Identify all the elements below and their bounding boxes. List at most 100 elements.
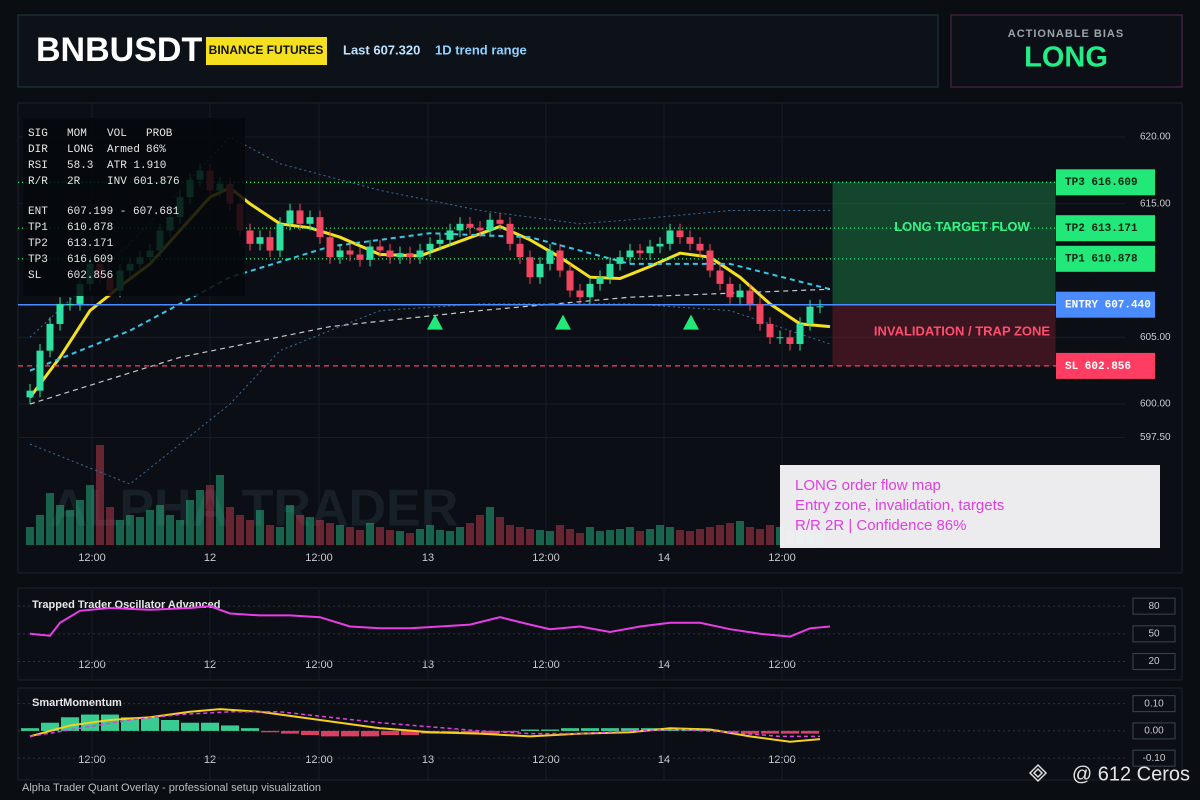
x-tick-label: 13 (422, 659, 434, 671)
x-tick-label: 12:00 (78, 754, 106, 766)
candle-body (446, 230, 454, 240)
histogram-bar (601, 728, 619, 731)
volume-bar (596, 531, 604, 545)
info-cell: DIR (28, 144, 48, 156)
info-cell: SIG (28, 128, 48, 140)
candle-body (666, 230, 674, 244)
volume-bar (416, 529, 424, 545)
volume-bar (236, 515, 244, 545)
volume-bar (556, 525, 564, 545)
credit: @ 612 Ceros (1072, 763, 1190, 785)
footer: Alpha Trader Quant Overlay - professiona… (22, 782, 321, 794)
bias-box (950, 14, 1183, 88)
histogram-bar (461, 730, 479, 734)
info-cell: 602.856 (67, 270, 113, 282)
y-tick-label: 620.00 (1140, 132, 1171, 143)
volume-bar (586, 527, 594, 545)
volume-bar (266, 525, 274, 545)
histogram-bar (21, 728, 39, 731)
x-tick-label: 12:00 (532, 659, 560, 671)
y-tick-label: 600.00 (1140, 399, 1171, 410)
histogram-bar (621, 728, 639, 731)
info-cell: TP3 (28, 254, 48, 266)
signal-marker (427, 314, 443, 330)
watermark: ALPHA TRADER (50, 480, 458, 538)
x-tick-label: 12:00 (78, 552, 106, 564)
candle-body (36, 350, 44, 391)
candle-body (716, 270, 724, 284)
candle-body (696, 243, 704, 251)
candle-body (546, 250, 554, 264)
histogram-bar (481, 730, 499, 734)
volume-bar (216, 475, 224, 545)
zone (832, 304, 1056, 367)
y-tick-box (1132, 722, 1176, 740)
volume-bar (126, 515, 134, 545)
candle-body (706, 250, 714, 271)
volume-bar (546, 531, 554, 545)
y-tick-box (1132, 597, 1176, 615)
symbol: BNBUSDT (36, 31, 202, 69)
candle-body (46, 323, 54, 351)
volume-bar (756, 529, 764, 545)
info-cell: Armed (107, 144, 140, 156)
range: 1D trend range (435, 42, 527, 57)
volume-bar (766, 525, 774, 545)
volume-bar (96, 445, 104, 545)
bias-label: ACTIONABLE BIAS (1008, 28, 1124, 40)
histogram-bar (361, 730, 379, 737)
x-tick-label: 13 (422, 754, 434, 766)
x-tick-label: 12 (204, 659, 216, 671)
x-tick-label: 12:00 (768, 552, 796, 564)
level-box (1056, 291, 1155, 318)
volume-bar (136, 517, 144, 545)
volume-bar (446, 531, 454, 545)
level-box (1056, 169, 1155, 196)
volume-bar (76, 500, 84, 545)
candle-body (776, 337, 784, 339)
info-cell: VOL (107, 128, 127, 140)
last-price: Last 607.320 (343, 42, 420, 57)
histogram-bar (221, 725, 239, 731)
zone-label: INVALIDATION / TRAP ZONE (874, 324, 1051, 339)
volume-bar (156, 505, 164, 545)
info-cell: 610.878 (67, 222, 113, 234)
volume-bar (466, 523, 474, 545)
volume-bar (376, 527, 384, 545)
volume-bar (686, 531, 694, 545)
histogram-bar (501, 730, 519, 733)
volume-bar (256, 510, 264, 545)
y-tick-box (1132, 749, 1176, 767)
candle-body (276, 223, 284, 251)
volume-bar (616, 529, 624, 545)
x-tick-label: 14 (658, 754, 670, 766)
volume-bar (276, 527, 284, 545)
candle-body (576, 290, 584, 298)
candle-body (286, 210, 294, 224)
candle-body (256, 237, 264, 244)
volume-bar (636, 531, 644, 545)
exchange-badge (206, 37, 327, 65)
info-cell: PROB (146, 128, 173, 140)
volume-bar (656, 525, 664, 545)
histogram-bar (761, 730, 779, 734)
volume-bar (36, 515, 44, 545)
volume-bar (106, 507, 114, 545)
volume-bar (386, 530, 394, 545)
volume-bar (566, 529, 574, 545)
info-cell: 86% (146, 144, 166, 156)
info-cell: INV 601.876 (107, 176, 180, 188)
volume-bar (536, 530, 544, 545)
candle-body (756, 303, 764, 324)
candle-body (686, 237, 694, 244)
candle-body (526, 257, 534, 278)
volume-bar (116, 520, 124, 545)
histogram-bar (521, 729, 539, 731)
volume-bar (296, 515, 304, 545)
signal-marker (683, 314, 699, 330)
y-tick-box (1132, 625, 1176, 643)
histogram-bar (801, 730, 819, 734)
header-box (17, 14, 939, 88)
y-tick-label: 605.00 (1140, 332, 1171, 343)
note-line: R/R 2R | Confidence 86% (795, 517, 966, 534)
